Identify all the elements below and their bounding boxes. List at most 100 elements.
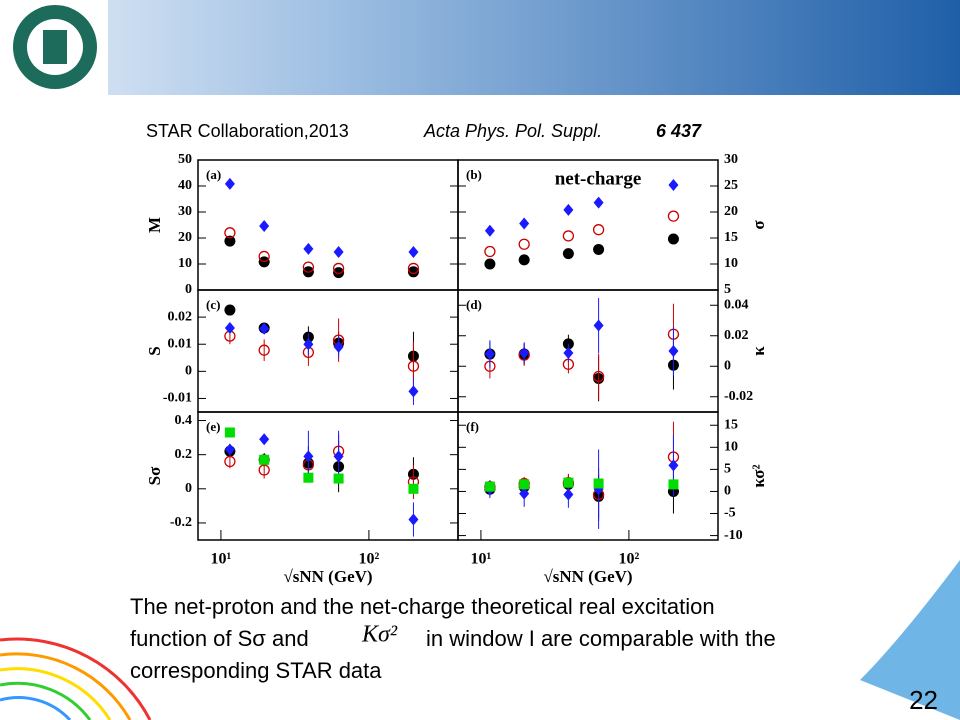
- data-point: [592, 370, 605, 383]
- y-tick-label: 30: [178, 204, 192, 219]
- y-tick-label: 40: [178, 178, 192, 193]
- data-point: [302, 261, 315, 273]
- data-point: [519, 487, 530, 500]
- y-tick-label: 0: [185, 481, 192, 496]
- panel-frame: [197, 411, 459, 541]
- data-point: [224, 455, 236, 468]
- data-point: [668, 178, 679, 191]
- y-tick-label: 0.2: [175, 447, 193, 462]
- y-tick-label: 15: [724, 417, 738, 432]
- data-point: [519, 346, 530, 359]
- y-tick-label: 30: [724, 152, 738, 167]
- data-point: [592, 224, 605, 236]
- data-point: [408, 513, 419, 526]
- panel-label: (e): [206, 419, 220, 434]
- data-point: [593, 196, 604, 209]
- y-tick-label: 20: [178, 230, 192, 245]
- panel-title: net-charge: [555, 168, 642, 189]
- y-tick-label: 0.04: [724, 297, 749, 312]
- y-tick-label: 10: [724, 440, 738, 455]
- panel-label: (c): [206, 297, 220, 312]
- data-point: [593, 243, 605, 255]
- y-tick-label: 0: [724, 358, 731, 373]
- panel-label: (a): [206, 167, 221, 182]
- x-tick-label: 10¹: [471, 551, 492, 568]
- data-point: [224, 321, 235, 334]
- x-tick-label: 10²: [619, 551, 640, 568]
- data-point: [224, 427, 235, 438]
- data-point: [593, 478, 604, 489]
- data-point: [333, 340, 344, 353]
- formula: Kσ²: [361, 622, 398, 648]
- data-point: [484, 224, 495, 237]
- x-tick-label: 10²: [359, 551, 380, 568]
- y-axis-label: σ: [749, 220, 768, 230]
- x-axis-label: √sNN (GeV): [283, 567, 372, 586]
- page-curl: [860, 560, 960, 720]
- x-tick-label: 10¹: [211, 551, 232, 568]
- data-point: [332, 262, 345, 275]
- data-point: [562, 248, 574, 260]
- x-axis-label: √sNN (GeV): [543, 567, 632, 586]
- y-tick-label: 0: [185, 282, 192, 297]
- data-point: [303, 472, 314, 483]
- data-point: [484, 245, 496, 258]
- data-point: [303, 242, 314, 255]
- data-point: [562, 230, 575, 242]
- y-tick-label: 0.02: [168, 309, 193, 324]
- panel-frame: [457, 289, 719, 413]
- y-tick-label: 0.01: [168, 336, 193, 351]
- data-point: [258, 250, 270, 263]
- y-tick-label: -0.2: [170, 515, 192, 530]
- y-axis-label: κσ²: [749, 464, 768, 487]
- body-line: function of Sσ and: [130, 626, 309, 651]
- data-point: [667, 233, 679, 245]
- data-point: [258, 464, 270, 476]
- data-point: [484, 481, 495, 492]
- data-point: [259, 433, 270, 446]
- data-point: [593, 319, 604, 332]
- panel-label: (f): [466, 419, 479, 434]
- volume: 6 437: [656, 121, 702, 141]
- data-point: [518, 254, 530, 266]
- body-line: The net-proton and the net-charge theore…: [130, 594, 715, 619]
- data-point: [259, 322, 270, 335]
- header-band: [0, 0, 960, 95]
- y-tick-label: 20: [724, 204, 738, 219]
- body-line: in window I are comparable with the: [426, 626, 776, 651]
- data-point: [563, 477, 574, 488]
- data-point: [258, 344, 270, 356]
- data-point: [668, 459, 679, 472]
- y-tick-label: 15: [724, 230, 738, 245]
- journal: Acta Phys. Pol. Suppl.: [423, 121, 602, 141]
- data-point: [259, 454, 270, 465]
- y-tick-label: 10: [724, 256, 738, 271]
- data-point: [563, 346, 574, 359]
- y-tick-label: 0: [185, 364, 192, 379]
- data-point: [667, 210, 680, 222]
- logo-mark: [43, 30, 67, 64]
- data-point: [407, 266, 419, 278]
- data-point: [407, 262, 420, 275]
- data-point: [408, 385, 419, 398]
- data-point: [518, 238, 530, 250]
- data-point: [333, 267, 345, 279]
- rainbow-decoration: [0, 637, 152, 720]
- y-axis-label: M: [145, 217, 164, 233]
- data-point: [563, 488, 574, 501]
- data-point: [224, 177, 235, 190]
- data-point: [224, 304, 236, 316]
- y-tick-label: 0.02: [724, 328, 749, 343]
- y-tick-label: -0.02: [724, 389, 753, 404]
- panel-label: (d): [466, 297, 482, 312]
- y-tick-label: 0.4: [175, 413, 193, 428]
- data-point: [408, 246, 419, 259]
- body-line: corresponding STAR data: [130, 658, 382, 683]
- y-tick-label: -5: [724, 506, 736, 521]
- panel-frame: [197, 289, 459, 413]
- data-point: [259, 220, 270, 233]
- data-point: [408, 483, 419, 494]
- y-tick-label: 0: [724, 484, 731, 499]
